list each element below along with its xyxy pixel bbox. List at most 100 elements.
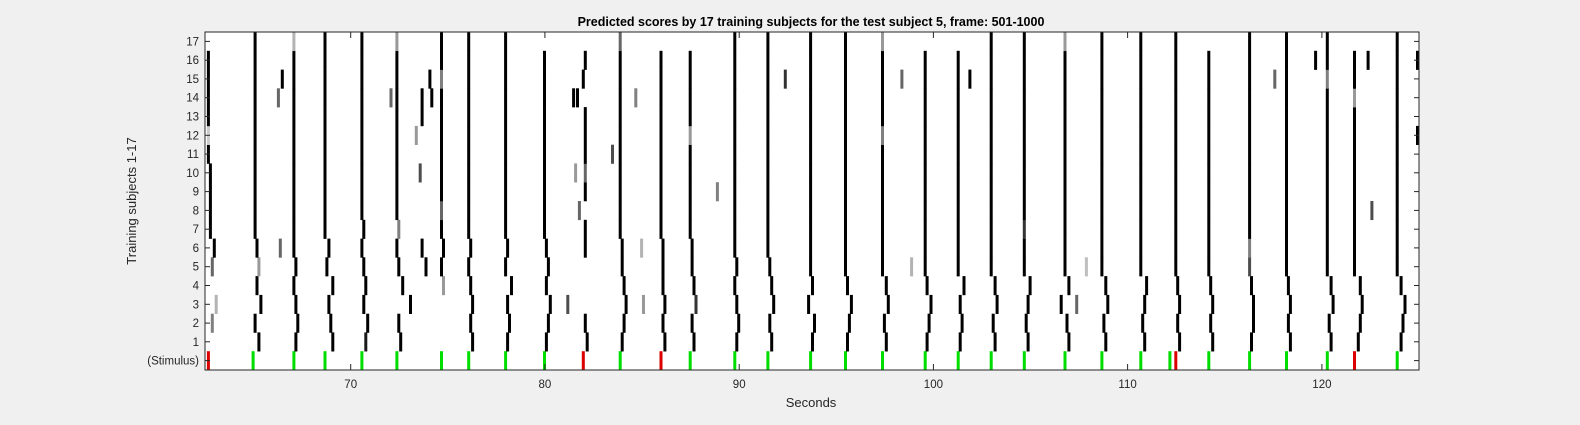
prediction-cell (543, 50, 546, 70)
y-tick-label: 5 (193, 262, 199, 274)
prediction-cell (989, 107, 993, 127)
prediction-cell (881, 144, 884, 164)
prediction-cell (1358, 313, 1362, 333)
prediction-cell (1285, 50, 1288, 70)
prediction-cell (735, 332, 739, 352)
prediction-cell (1252, 313, 1255, 333)
prediction-cell (882, 313, 886, 333)
prediction-cell (253, 32, 257, 52)
prediction-cell (1063, 219, 1067, 239)
y-tick-label: (Stimulus) (147, 356, 199, 368)
prediction-cell (923, 201, 927, 221)
prediction-cell (467, 163, 471, 183)
prediction-cell (1395, 107, 1399, 127)
prediction-cell (1395, 219, 1399, 239)
prediction-cell (1022, 219, 1026, 239)
prediction-cell (956, 238, 960, 258)
prediction-cell (327, 238, 331, 258)
prediction-cell (1248, 107, 1252, 127)
prediction-cell (506, 238, 510, 258)
prediction-cell (1250, 332, 1253, 352)
prediction-cell (989, 88, 993, 108)
prediction-cell (1286, 276, 1290, 296)
prediction-cell (292, 219, 296, 239)
prediction-cell (1063, 107, 1067, 127)
prediction-cell (1174, 50, 1178, 70)
prediction-cell (566, 294, 570, 314)
prediction-cell (1139, 257, 1143, 277)
y-tick-label: 1 (193, 337, 199, 349)
prediction-cell (956, 201, 960, 221)
prediction-cell (929, 294, 933, 314)
prediction-cell (253, 107, 257, 127)
prediction-cell (420, 238, 424, 258)
prediction-cell (1022, 182, 1026, 202)
prediction-cell (543, 107, 546, 127)
prediction-cell (688, 50, 692, 70)
prediction-cell (323, 125, 327, 145)
prediction-cell (544, 332, 548, 352)
prediction-cell (1366, 50, 1370, 70)
prediction-cell (958, 332, 962, 352)
prediction-cell (1139, 144, 1143, 164)
prediction-cell (844, 32, 847, 52)
prediction-cell (253, 50, 257, 70)
prediction-cell (844, 238, 847, 258)
prediction-cell (1063, 182, 1067, 202)
prediction-cell (1178, 294, 1182, 314)
prediction-cell (1248, 144, 1252, 164)
prediction-cell (294, 257, 298, 277)
prediction-cell (1063, 144, 1067, 164)
prediction-cell (1250, 276, 1253, 296)
prediction-cell (395, 182, 399, 202)
prediction-cell (923, 107, 927, 127)
prediction-cell (395, 69, 399, 89)
prediction-cell (1353, 144, 1356, 164)
prediction-cell (956, 125, 960, 145)
prediction-cell (844, 201, 847, 221)
prediction-cell (618, 88, 622, 108)
prediction-cell (1028, 276, 1032, 296)
prediction-cell (471, 294, 475, 314)
prediction-cell (1325, 201, 1329, 221)
prediction-cell (844, 219, 847, 239)
prediction-cell (506, 332, 510, 352)
prediction-cell (1100, 201, 1104, 221)
prediction-cell (543, 144, 546, 164)
prediction-cell (1325, 182, 1329, 202)
prediction-cell (395, 238, 399, 258)
prediction-cell (688, 69, 692, 89)
prediction-cell (1248, 32, 1252, 52)
prediction-cell (467, 69, 471, 89)
chart-title: Predicted scores by 17 training subjects… (578, 15, 1045, 29)
prediction-cell (467, 219, 471, 239)
prediction-cell (690, 313, 694, 333)
prediction-cell (583, 182, 587, 202)
prediction-cell (844, 144, 847, 164)
prediction-cell (1360, 294, 1364, 314)
y-tick-label: 7 (193, 224, 199, 236)
y-axis-label: Training subjects 1-17 (124, 137, 139, 264)
prediction-cell (428, 69, 432, 89)
prediction-cell (395, 163, 399, 183)
prediction-cell (1139, 32, 1143, 52)
prediction-cell (989, 163, 993, 183)
prediction-cell (323, 163, 327, 183)
prediction-cell (1207, 125, 1211, 145)
prediction-cell (1285, 219, 1288, 239)
prediction-cell (1325, 163, 1329, 183)
prediction-cell (1143, 332, 1147, 352)
prediction-cell (766, 125, 770, 145)
prediction-cell (467, 32, 471, 52)
prediction-cell (255, 238, 259, 258)
prediction-cell (847, 313, 851, 333)
prediction-cell (766, 163, 770, 183)
prediction-cell (1325, 50, 1329, 70)
prediction-cell (618, 163, 622, 183)
prediction-cell (1174, 219, 1178, 239)
prediction-cell (881, 163, 884, 183)
prediction-cell (395, 201, 399, 221)
stimulus-cell (844, 351, 847, 370)
prediction-cell (1104, 276, 1108, 296)
